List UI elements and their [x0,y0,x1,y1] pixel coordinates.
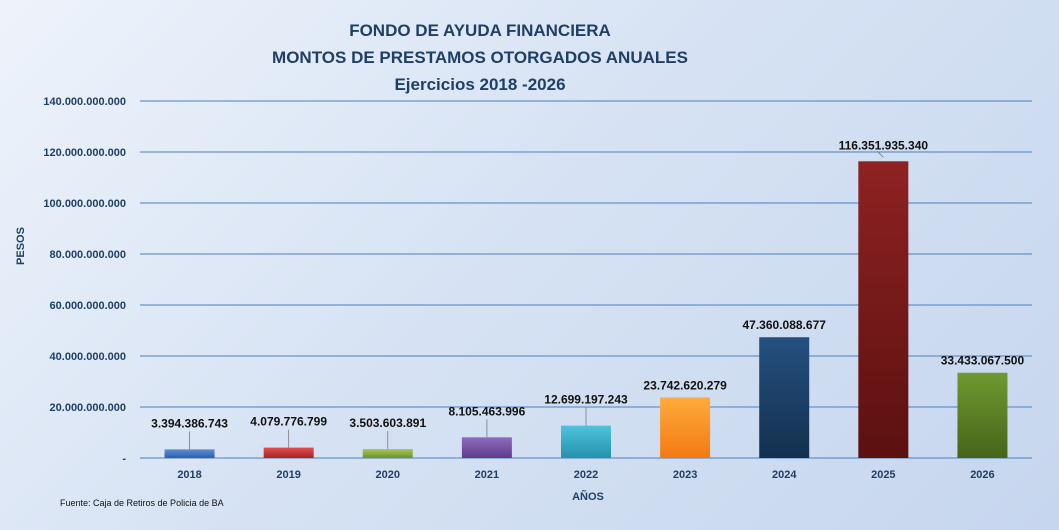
chart-title: FONDO DE AYUDA FINANCIERA MONTOS DE PRES… [272,21,688,94]
x-tick-label: 2019 [276,469,300,481]
data-labels: 3.394.386.743 4.079.776.799 3.503.603.891 8… [151,138,1025,450]
chart-title-line-2: MONTOS DE PRESTAMOS OTORGADOS ANUALES [272,48,688,67]
data-label-2018: 3.394.386.743 [151,416,228,430]
bars [164,161,1008,459]
data-label-2026: 33.433.067.500 [941,354,1025,368]
x-tick-label: 2023 [673,469,697,481]
bar-2020 [362,449,413,458]
bar-2026 [957,372,1008,458]
bar-2022 [561,425,611,458]
y-tick-label: 120.000.000.000 [43,147,126,159]
gridlines [140,100,1032,459]
x-tick-label: 2024 [772,469,797,481]
data-label-leader [877,151,884,158]
bar-2023 [660,397,711,458]
chart-title-line-3: Ejercicios 2018 -2026 [394,75,565,94]
chart-title-line-1: FONDO DE AYUDA FINANCIERA [349,21,611,40]
bar-2018 [164,449,215,458]
x-axis-tick-labels: 2018 2019 2020 2021 2022 2023 2024 2025 2026 [177,469,994,481]
data-label-2020: 3.503.603.891 [349,416,426,430]
x-tick-label: 2021 [475,469,499,481]
y-axis-tick-labels: - 20.000.000.000 40.000.000.000 60.000.000.… [43,96,126,465]
y-tick-label: 40.000.000.000 [50,351,126,363]
x-axis-title: AÑOS [572,490,604,503]
y-axis-title: PESOS [15,227,27,265]
y-tick-label: 100.000.000.000 [43,198,126,210]
x-tick-label: 2025 [871,469,895,481]
bar-2019 [263,447,314,458]
bar-2021 [461,437,512,458]
y-tick-label: 20.000.000.000 [50,402,126,414]
data-label-2019: 4.079.776.799 [250,415,327,429]
source-note: Fuente: Caja de Retiros de Policia de BA [60,498,224,508]
y-tick-label: 60.000.000.000 [50,300,126,312]
x-tick-label: 2022 [574,469,598,481]
x-tick-label: 2018 [177,469,201,481]
y-tick-label: 140.000.000.000 [43,96,126,108]
x-tick-label: 2026 [970,469,994,481]
y-tick-label: 80.000.000.000 [50,249,126,261]
data-label-2024: 47.360.088.677 [743,318,827,332]
data-label-2025: 116.351.935.340 [839,138,929,152]
x-tick-label: 2020 [376,469,400,481]
data-label-2021: 8.105.463.996 [449,404,526,418]
data-label-2022: 12.699.197.243 [544,393,628,407]
bar-2024 [759,337,810,458]
data-label-2023: 23.742.620.279 [643,378,727,392]
y-tick-label: - [122,453,126,465]
bar-2025 [858,161,909,459]
